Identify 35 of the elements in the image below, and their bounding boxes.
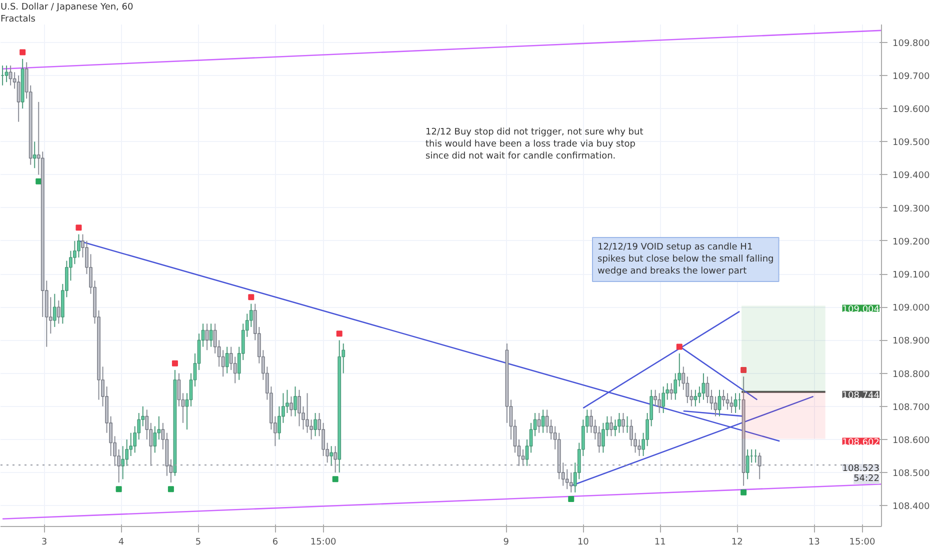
y-tick-label: 109.800 (892, 38, 930, 49)
annotation: 54:22 (854, 474, 880, 484)
x-tick-label: 11 (654, 538, 666, 548)
band-label: 109.004 (842, 304, 880, 315)
y-tick-label: 109.500 (892, 138, 930, 148)
x-tick-label: 12 (731, 538, 743, 548)
y-tick-label: 108.800 (892, 370, 930, 380)
y-tick-label: 109.400 (892, 171, 930, 182)
annotation: 12/12 Buy stop did not trigger, not sure why but this would have been a loss trade via buy stop since did not wait for candle confirmation. (426, 128, 644, 162)
y-tick-label: 109.100 (892, 270, 930, 281)
y-tick-label: 108.600 (892, 436, 930, 446)
x-tick-label: 3 (41, 538, 48, 548)
x-tick-label: 6 (272, 538, 278, 548)
y-tick-label: 108.900 (892, 336, 930, 347)
y-tick-label: 109.600 (892, 105, 930, 116)
x-tick-label: 9 (503, 538, 510, 548)
chart-title: U.S. Dollar / Japanese Yen, 60 (0, 2, 134, 12)
x-tick-label: 4 (118, 538, 124, 548)
chart-subtitle: Fractals (0, 14, 36, 24)
y-tick-label: 109.300 (892, 204, 930, 214)
y-tick-label: 109.700 (892, 72, 930, 82)
ref-line-label: 108.523 (842, 464, 880, 474)
y-tick-label: 108.700 (892, 402, 930, 413)
x-tick-label: 10 (577, 538, 590, 548)
y-tick-label: 109.000 (892, 304, 930, 314)
annotation: 12/12/19 VOID setup as candle H1 spikes but close below the small falling wedge and breaks the lower part (598, 242, 774, 276)
x-tick-label: 5 (195, 538, 202, 548)
x-tick-label: 13 (808, 538, 820, 548)
x-tick-label: 15:00 (849, 538, 876, 548)
ref-line-label: 108.744 (842, 390, 880, 401)
y-tick-label: 108.400 (892, 502, 930, 512)
x-tick-label: 15:00 (310, 538, 337, 548)
y-tick-label: 108.500 (892, 469, 930, 480)
band-label: 108.602 (842, 438, 880, 448)
y-tick-label: 109.200 (892, 237, 930, 248)
